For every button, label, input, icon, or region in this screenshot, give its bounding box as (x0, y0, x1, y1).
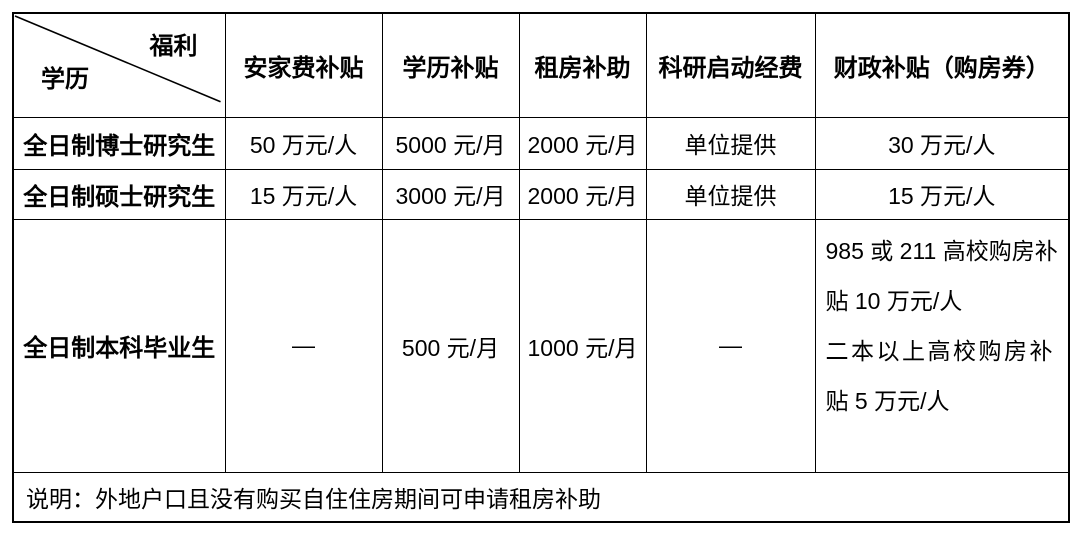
fiscal-subsidy-line: 贴 10 万元/人 (825, 287, 963, 314)
diagonal-divider-line (14, 15, 221, 103)
cell-master-fiscal: 15 万元/人 (814, 168, 1070, 220)
header-fiscal-subsidy: 财政补贴（购房券） (814, 12, 1070, 118)
header-research-startup-fund: 科研启动经费 (645, 12, 816, 118)
cell-bachelor-fiscal: 985 或 211 高校购房补 贴 10 万元/人 二本以上高校购房补 贴 5 … (814, 218, 1070, 473)
corner-label-education: 学历 (41, 66, 89, 94)
header-degree-subsidy: 学历补贴 (381, 12, 520, 118)
row-label-master: 全日制硕士研究生 (12, 168, 226, 220)
cell-master-rent: 2000 元/月 (518, 168, 647, 220)
corner-header-cell: 福利 学历 (12, 12, 226, 118)
fiscal-subsidy-line: 贴 5 万元/人 (825, 387, 950, 414)
corner-label-benefit: 福利 (149, 33, 198, 60)
header-settling-allowance: 安家费补贴 (224, 12, 383, 118)
cell-bachelor-settling: — (224, 218, 383, 473)
fiscal-subsidy-line: 二本以上高校购房补 (825, 337, 1055, 364)
cell-master-settling: 15 万元/人 (224, 168, 383, 220)
note-row: 说明：外地户口且没有购买自住住房期间可申请租房补助 (12, 471, 1070, 523)
cell-doctoral-settling: 50 万元/人 (224, 116, 383, 170)
row-master: 全日制硕士研究生 15 万元/人 3000 元/月 2000 元/月 单位提供 … (12, 168, 1070, 220)
row-label-bachelor: 全日制本科毕业生 (12, 218, 226, 473)
row-doctoral: 全日制博士研究生 50 万元/人 5000 元/月 2000 元/月 单位提供 … (12, 116, 1070, 170)
row-label-doctoral: 全日制博士研究生 (12, 116, 226, 170)
cell-master-degree: 3000 元/月 (381, 168, 520, 220)
cell-doctoral-research: 单位提供 (645, 116, 816, 170)
table-note: 说明：外地户口且没有购买自住住房期间可申请租房补助 (12, 471, 1070, 523)
header-rent-subsidy: 租房补助 (518, 12, 647, 118)
benefits-table: 福利 学历 安家费补贴 学历补贴 租房补助 科研启动经费 财政补贴（购房券） 全… (12, 12, 1070, 523)
fiscal-subsidy-line: 985 或 211 高校购房补 (825, 237, 1058, 264)
header-row: 福利 学历 安家费补贴 学历补贴 租房补助 科研启动经费 财政补贴（购房券） (12, 12, 1070, 118)
cell-doctoral-fiscal: 30 万元/人 (814, 116, 1070, 170)
cell-master-research: 单位提供 (645, 168, 816, 220)
cell-bachelor-degree: 500 元/月 (381, 218, 520, 473)
row-bachelor: 全日制本科毕业生 — 500 元/月 1000 元/月 — 985 或 211 … (12, 218, 1070, 473)
cell-bachelor-rent: 1000 元/月 (518, 218, 647, 473)
cell-bachelor-research: — (645, 218, 816, 473)
cell-doctoral-rent: 2000 元/月 (518, 116, 647, 170)
cell-doctoral-degree: 5000 元/月 (381, 116, 520, 170)
